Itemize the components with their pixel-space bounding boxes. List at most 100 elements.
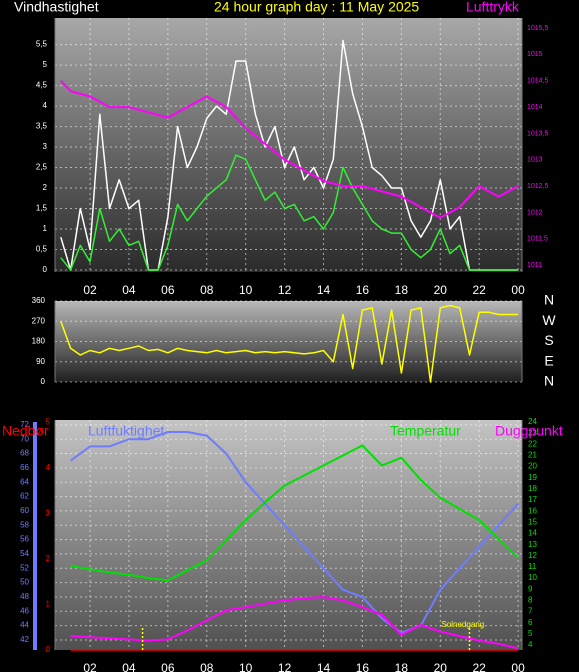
x-tick-label: 04 xyxy=(122,283,136,297)
plot-area xyxy=(55,301,522,382)
y3-tick-label: 62 xyxy=(20,492,29,501)
y2-tick-label: N xyxy=(544,292,554,308)
series-line xyxy=(70,444,519,582)
y2-tick-label: 1013 xyxy=(527,157,543,164)
x-tick-label: 12 xyxy=(278,661,292,672)
y-tick-label: 2,5 xyxy=(36,163,48,172)
y2-tick-label: 7 xyxy=(528,607,533,616)
y2-tick-label: 17 xyxy=(528,495,537,504)
y2-tick-label: 12 xyxy=(528,551,537,560)
y-tick-label: 90 xyxy=(36,357,45,366)
x-tick-label: 14 xyxy=(317,283,331,297)
y-tick-label: 0,5 xyxy=(36,245,48,254)
y3-tick-label: 64 xyxy=(20,477,29,486)
y-tick-label: 0 xyxy=(46,645,51,654)
x-tick-label: 16 xyxy=(356,283,370,297)
series-line xyxy=(70,431,519,634)
y2-tick-label: 18 xyxy=(528,484,537,493)
x-tick-label: 06 xyxy=(161,661,175,672)
y3-tick-label: 56 xyxy=(20,535,29,544)
x-tick-label: 04 xyxy=(122,661,136,672)
y3-tick-label: 44 xyxy=(20,621,29,630)
series-line xyxy=(60,304,519,383)
event-label: Solnedgang xyxy=(441,620,484,629)
y2-tick-label: 1012 xyxy=(527,209,543,216)
y3-tick-label: 50 xyxy=(20,578,29,587)
x-tick-label: 16 xyxy=(356,661,370,672)
y3-tick-label: 58 xyxy=(20,520,29,529)
y-tick-label: 0 xyxy=(43,265,48,274)
y2-tick-label: 5 xyxy=(528,629,533,638)
x-tick-label: 02 xyxy=(83,283,97,297)
y3-tick-label: 48 xyxy=(20,592,29,601)
y-tick-label: 3 xyxy=(46,508,51,517)
y2-tick-label: 14 xyxy=(528,529,537,538)
series-line xyxy=(70,596,519,650)
y3-tick-label: 46 xyxy=(20,606,29,615)
x-tick-label: 18 xyxy=(395,283,409,297)
y2-tick-label: 9 xyxy=(528,584,533,593)
y2-tick-label: S xyxy=(544,332,553,348)
y-tick-label: 1,5 xyxy=(36,204,48,213)
y3-tick-label: 72 xyxy=(20,420,29,429)
x-tick-label: 22 xyxy=(473,661,487,672)
y2-tick-label: 10 xyxy=(528,573,537,582)
x-tick-label: 18 xyxy=(395,661,409,672)
y-label: Vindhastighet xyxy=(14,0,99,15)
series-line xyxy=(60,154,519,271)
x-tick-label: 06 xyxy=(161,283,175,297)
y2-tick-label: 1013,5 xyxy=(527,130,549,137)
x-tick-label: 20 xyxy=(434,661,448,672)
y3-tick-label: 42 xyxy=(20,635,29,644)
y-tick-label: 3 xyxy=(43,142,48,151)
title: 24 hour graph day : 11 May 2025 xyxy=(214,0,419,15)
y2-label: Lufttrykk xyxy=(466,0,520,15)
y2-tick-label: 1015,5 xyxy=(527,25,549,32)
x-tick-label: 02 xyxy=(83,661,97,672)
y2-tick-label: 24 xyxy=(528,417,537,426)
x-tick-label: 08 xyxy=(200,283,214,297)
y2-tick-label: 19 xyxy=(528,473,537,482)
y2-tick-label: 16 xyxy=(528,506,537,515)
legend-label: Temperatur xyxy=(390,423,461,439)
y-tick-label: 5,5 xyxy=(36,40,48,49)
y3-tick-label: 52 xyxy=(20,563,29,572)
y-tick-label: 1 xyxy=(43,224,48,233)
x-tick-label: 10 xyxy=(239,283,253,297)
y3-tick-label: 66 xyxy=(20,463,29,472)
plot-area xyxy=(55,420,522,650)
y3-tick-label: 54 xyxy=(20,549,29,558)
y3-tick-label: 68 xyxy=(20,449,29,458)
y-tick-label: 3,5 xyxy=(36,122,48,131)
y-tick-label: 4,5 xyxy=(36,81,48,90)
y2-tick-label: W xyxy=(542,312,556,328)
y-tick-label: 5 xyxy=(43,60,48,69)
y2-tick-label: 23 xyxy=(528,428,537,437)
y2-tick-label: 11 xyxy=(528,562,537,571)
y-tick-label: 2 xyxy=(46,554,51,563)
y2-tick-label: 1011,5 xyxy=(527,236,548,243)
y2-tick-label: 15 xyxy=(528,517,537,526)
y-tick-label: 5 xyxy=(46,417,51,426)
y2-tick-label: N xyxy=(544,373,554,389)
y2-tick-label: 21 xyxy=(528,451,537,460)
y2-tick-label: 20 xyxy=(528,462,537,471)
x-tick-label: 12 xyxy=(278,283,292,297)
y2-tick-label: E xyxy=(544,352,553,368)
plot-area xyxy=(55,18,522,272)
y2-tick-label: 22 xyxy=(528,439,537,448)
y2-tick-label: 1014 xyxy=(527,104,543,111)
legend-label: Duggpunkt xyxy=(495,423,563,439)
y2-tick-label: 4 xyxy=(528,640,533,649)
series-line xyxy=(60,39,519,271)
x-tick-label: 00 xyxy=(511,661,525,672)
y2-tick-label: 1012,5 xyxy=(527,183,549,190)
legend-label: Luftfuktighet xyxy=(88,423,164,439)
y3-tick-label: 60 xyxy=(20,506,29,515)
y2-tick-label: 1011 xyxy=(527,262,542,269)
y2-tick-label: 8 xyxy=(528,595,533,604)
y-tick-label: 360 xyxy=(32,296,46,305)
y-tick-label: 0 xyxy=(41,377,46,386)
